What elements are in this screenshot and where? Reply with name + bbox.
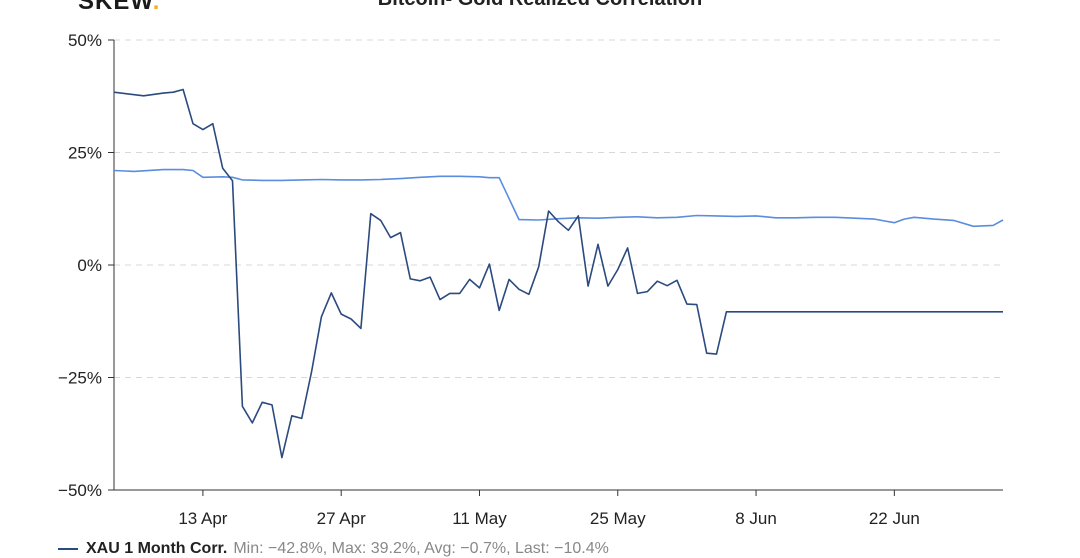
x-tick-label: 11 May xyxy=(452,509,507,528)
y-tick-label: 50% xyxy=(68,31,102,50)
chart-title: Bitcoin- Gold Realized Correlation xyxy=(0,0,1080,11)
brand-logo: SKEW. xyxy=(78,0,161,15)
tick-labels: 50% 25% 0% −25% −50% 13 Apr 27 Apr 11 May 25 May… xyxy=(58,31,920,528)
x-tick-label: 25 May xyxy=(590,509,646,528)
series-lines xyxy=(113,88,1004,459)
legend-series-name: XAU 1 Month Corr. xyxy=(86,540,228,557)
series-line-1 xyxy=(113,168,1004,228)
legend: XAU 1 Month Corr. Min: −42.8%, Max: 39.2%… xyxy=(58,540,609,558)
grid-lines xyxy=(114,39,1003,378)
x-tick-label: 27 Apr xyxy=(317,509,366,528)
legend-swatch xyxy=(58,547,78,550)
x-tick-label: 13 Apr xyxy=(178,509,227,528)
y-tick-label: −50% xyxy=(58,481,102,500)
legend-series-stats: Min: −42.8%, Max: 39.2%, Avg: −0.7%, Las… xyxy=(233,540,609,557)
series-line-0 xyxy=(113,88,1003,459)
x-tick-label: 8 Jun xyxy=(735,509,777,528)
axes xyxy=(108,39,1003,496)
y-tick-label: 25% xyxy=(68,144,102,163)
x-tick-label: 22 Jun xyxy=(869,509,920,528)
y-tick-label: −25% xyxy=(58,369,102,388)
y-tick-label: 0% xyxy=(77,256,102,275)
